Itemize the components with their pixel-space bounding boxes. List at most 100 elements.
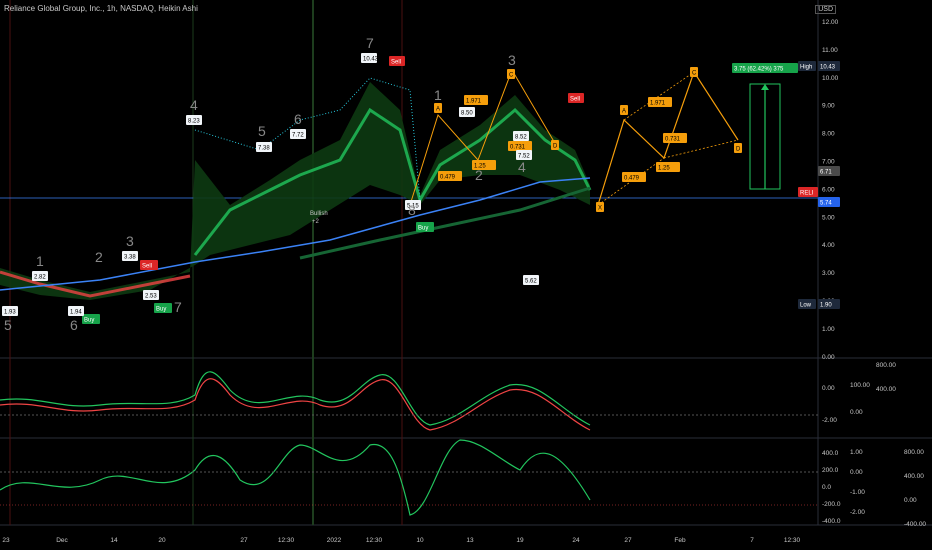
osc2-tick: 0.00 (850, 469, 863, 476)
svg-text:RELI: RELI (800, 191, 814, 197)
osc2-tick: 800.00 (904, 449, 924, 456)
harmonic-ratio: 1.971 (648, 97, 672, 107)
price-label: 2.82 (32, 271, 48, 281)
price-tick: 4.00 (822, 242, 835, 249)
price-label: 7.38 (256, 142, 272, 152)
wave-count: 6 (294, 111, 302, 127)
oscillator-2 (0, 439, 818, 516)
svg-text:1.25: 1.25 (658, 166, 670, 172)
svg-text:2.53: 2.53 (145, 294, 157, 300)
past-harmonic-ratio: 0.479 (438, 171, 462, 181)
osc2-tick: 0.00 (904, 497, 917, 504)
time-tick: 12:30 (366, 537, 383, 544)
wave-count: 6 (70, 317, 78, 333)
price-label: 8.50 (459, 107, 475, 117)
time-tick: Feb (674, 537, 686, 544)
wave-count: 8 (408, 202, 416, 218)
time-tick: 10 (416, 537, 424, 544)
harmonic-point-a: A (620, 105, 628, 115)
svg-text:Sell: Sell (391, 60, 401, 66)
price-tick: 6.00 (822, 186, 835, 193)
svg-text:7.52: 7.52 (518, 154, 530, 160)
sell-signal: Sell (389, 56, 405, 66)
past-harmonic-point: C (507, 69, 515, 79)
osc1-tick: -2.00 (822, 417, 837, 424)
price-label: 1.93 (2, 306, 18, 316)
time-tick: Dec (56, 537, 68, 544)
projection-measure (749, 83, 781, 190)
high-label: High (798, 61, 816, 71)
time-tick: 7 (750, 537, 754, 544)
osc1-tick: 800.00 (876, 362, 896, 369)
low-value: 1.90 (818, 299, 840, 309)
wave-count: 5 (258, 123, 266, 139)
osc2-tick: 400.00 (904, 473, 924, 480)
svg-text:6.71: 6.71 (820, 170, 832, 176)
price-tick: 8.00 (822, 131, 835, 138)
osc2-tick: -200.0 (822, 501, 841, 508)
svg-text:1.971: 1.971 (466, 99, 482, 105)
time-tick: 12:30 (278, 537, 295, 544)
buy-signal: Buy (154, 303, 172, 313)
price-label: 2.53 (143, 290, 159, 300)
svg-text:Buy: Buy (84, 318, 94, 324)
bullish-value: +2 (312, 219, 320, 225)
harmonic-ratio: 0.731 (663, 133, 687, 143)
symbol-badge: RELI (798, 187, 818, 197)
time-tick: 20 (158, 537, 166, 544)
price-tick: 10.00 (822, 75, 839, 82)
svg-text:1.971: 1.971 (650, 101, 666, 107)
svg-text:8.50: 8.50 (461, 111, 473, 117)
close-value: 6.71 (818, 166, 840, 176)
price-label: 7.52 (516, 150, 532, 160)
wave-count: 2 (475, 167, 483, 183)
price-tick: 9.00 (822, 103, 835, 110)
price-label: 8.23 (186, 115, 202, 125)
projection-label: 3.75 (62.42%) 375 (732, 63, 798, 73)
price-ribbon (0, 77, 592, 300)
currency-badge[interactable]: USD (815, 5, 836, 14)
harmonic-point-x: X (596, 202, 604, 212)
price-tick: 7.00 (822, 159, 835, 166)
svg-text:5.74: 5.74 (820, 201, 832, 207)
past-harmonic-ratio: 1.25 (472, 160, 496, 170)
osc2-tick: 200.0 (822, 467, 839, 474)
buy-signal: Buy (82, 314, 100, 324)
price-tick: 12.00 (822, 19, 839, 26)
svg-text:10.43: 10.43 (820, 65, 836, 71)
osc2-tick: -2.00 (850, 509, 865, 516)
svg-text:5.15: 5.15 (407, 204, 419, 210)
price-tick: 3.00 (822, 270, 835, 277)
svg-text:8.52: 8.52 (515, 135, 527, 141)
svg-text:0.731: 0.731 (510, 145, 526, 151)
price-tick: 5.00 (822, 214, 835, 221)
svg-text:A: A (436, 107, 440, 113)
price-label: 8.52 (513, 131, 529, 141)
svg-text:Sell: Sell (142, 264, 152, 270)
harmonic-ratio: 1.25 (656, 162, 680, 172)
osc2-tick: -1.00 (850, 489, 865, 496)
harmonic-ratio: 0.479 (622, 172, 646, 182)
past-harmonic-point: D (551, 140, 559, 150)
svg-text:0.479: 0.479 (440, 175, 456, 181)
price-label: 5.62 (523, 275, 539, 285)
osc1-tick: 0.00 (822, 385, 835, 392)
osc1-tick: 100.00 (850, 382, 870, 389)
wave-count: 4 (190, 97, 198, 113)
oscillator-1 (0, 371, 818, 431)
wave-count: 4 (518, 159, 526, 175)
svg-text:1.93: 1.93 (4, 310, 16, 316)
svg-text:D: D (736, 147, 741, 153)
svg-text:5.62: 5.62 (525, 279, 537, 285)
harmonic-point-d: D (734, 143, 742, 153)
svg-text:1.94: 1.94 (70, 310, 82, 316)
time-tick: 23 (2, 537, 10, 544)
svg-text:1.25: 1.25 (474, 164, 486, 170)
price-label: 3.38 (122, 251, 138, 261)
svg-text:7.38: 7.38 (258, 146, 270, 152)
wave-count: 3 (126, 233, 134, 249)
sell-signal: Sell (140, 260, 158, 270)
price-label: 10.43 (361, 53, 379, 63)
price-tick: 1.00 (822, 326, 835, 333)
